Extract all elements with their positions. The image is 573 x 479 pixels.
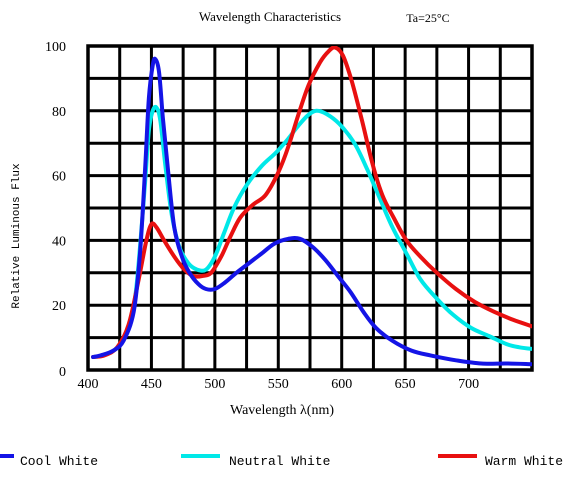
y-tick-label: 20 xyxy=(52,299,66,314)
legend: Cool White Neutral White Warm White xyxy=(0,454,563,469)
y-tick-label: 0 xyxy=(59,365,66,380)
y-tick-label: 40 xyxy=(52,234,66,249)
chart-condition: Ta=25°C xyxy=(406,11,449,25)
chart-title: Wavelength Characteristics xyxy=(199,9,341,24)
y-tick-labels: 0 20 40 60 80 100 xyxy=(45,40,66,380)
series-line-cool-white xyxy=(91,56,532,367)
y-tick-label: 60 xyxy=(52,170,66,185)
x-tick-label: 650 xyxy=(395,377,416,392)
x-tick-label: 600 xyxy=(331,377,352,392)
x-tick-labels: 400 450 500 550 600 650 700 xyxy=(78,377,480,392)
y-tick-label: 100 xyxy=(45,40,66,55)
x-tick-label: 550 xyxy=(268,377,289,392)
series-layer xyxy=(91,46,532,367)
plot-frame xyxy=(86,44,534,372)
legend-label-cool-white: Cool White xyxy=(20,454,98,469)
x-tick-label: 700 xyxy=(458,377,479,392)
y-tick-label: 80 xyxy=(52,105,66,120)
x-tick-label: 450 xyxy=(141,377,162,392)
x-tick-label: 500 xyxy=(204,377,225,392)
x-axis-label: Wavelength λ(nm) xyxy=(230,403,334,418)
series-line-warm-white xyxy=(91,46,532,359)
plot-grid xyxy=(86,44,534,372)
x-tick-label: 400 xyxy=(78,377,99,392)
y-axis-label: Relative Luminous Flux xyxy=(11,163,23,309)
legend-label-warm-white: Warm White xyxy=(485,454,563,469)
legend-label-neutral-white: Neutral White xyxy=(229,454,330,469)
